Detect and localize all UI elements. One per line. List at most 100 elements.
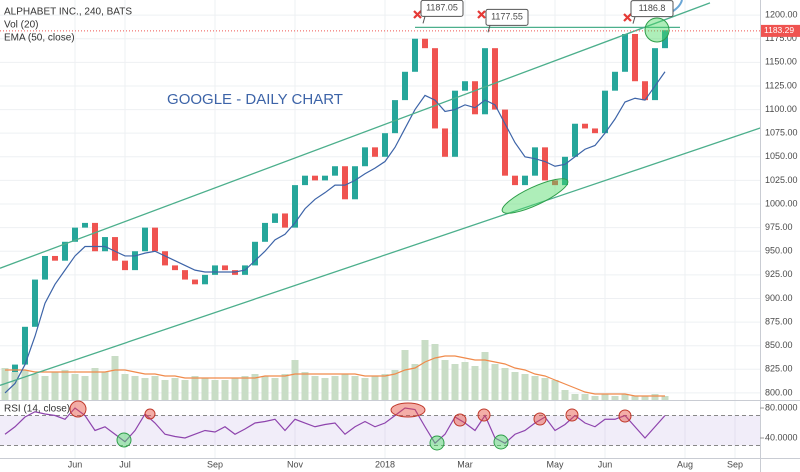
candle — [352, 166, 358, 200]
y-tick-label: 1050.00 — [765, 151, 798, 161]
volume-bar — [91, 368, 99, 400]
y-tick-label: 925.00 — [765, 269, 793, 279]
last-price-box — [761, 24, 800, 37]
volume-bar — [131, 376, 139, 400]
volume-bar — [421, 340, 429, 400]
candle — [342, 166, 348, 200]
candle — [422, 38, 428, 49]
x-marker — [413, 10, 422, 19]
trend-line — [0, 127, 760, 386]
series-line — [5, 355, 665, 397]
x-tick-label: Aug — [677, 459, 693, 469]
candle — [252, 241, 258, 266]
y-tick-label: 950.00 — [765, 246, 793, 256]
candle — [492, 48, 498, 110]
candle — [162, 251, 168, 266]
volume-bar — [561, 390, 569, 400]
x-tick-label: 2018 — [375, 459, 395, 469]
candle — [552, 180, 558, 186]
candle — [122, 260, 128, 271]
volume-bar — [181, 380, 189, 400]
volume-bar — [151, 376, 159, 400]
volume-bar — [591, 396, 599, 400]
annotation-text: GOOGLE - DAILY CHART — [167, 91, 343, 108]
volume-bar — [601, 394, 609, 400]
candle — [482, 48, 488, 115]
candle — [452, 90, 458, 157]
volume-bar — [371, 376, 379, 400]
candle — [562, 156, 568, 186]
candle — [302, 175, 308, 186]
candle — [392, 100, 398, 134]
series-line — [4, 407, 666, 445]
rsi-high — [144, 408, 156, 420]
y-tick-label: 800.00 — [765, 387, 793, 397]
candle — [532, 147, 538, 176]
candle — [202, 274, 208, 285]
callout-pointer — [422, 16, 426, 24]
candle — [212, 265, 218, 275]
candle — [192, 279, 198, 285]
y-tick-label: 850.00 — [765, 340, 793, 350]
candle — [372, 147, 378, 157]
candle — [592, 128, 598, 134]
candle — [652, 48, 658, 101]
candle — [462, 81, 468, 91]
candle — [612, 71, 618, 91]
candle — [512, 175, 518, 186]
volume-bar — [81, 376, 89, 400]
callout-box — [420, 0, 464, 17]
x-marker — [477, 10, 486, 19]
volume-bar — [491, 364, 499, 400]
volume-bar — [301, 372, 309, 400]
candle — [382, 133, 388, 157]
rsi-high — [533, 412, 547, 426]
rsi-low-highlights — [116, 432, 509, 451]
volume-bar — [111, 356, 119, 400]
candle — [412, 38, 418, 72]
volume-bar — [431, 344, 439, 400]
volume-bar — [201, 378, 209, 400]
y-tick-label: 975.00 — [765, 222, 793, 232]
candle — [182, 270, 188, 280]
volume-bar — [71, 374, 79, 400]
volume-bar — [581, 394, 589, 400]
x-marker — [623, 13, 632, 22]
candle — [522, 175, 528, 186]
volume-bar — [321, 378, 329, 400]
volume-bar — [551, 380, 559, 400]
candle — [72, 227, 78, 242]
candle — [632, 34, 638, 82]
volume-bar — [61, 370, 69, 400]
candle — [172, 265, 178, 271]
candle — [92, 222, 98, 252]
volume-bar — [521, 374, 529, 400]
x-tick-label: Mar — [457, 459, 473, 469]
volume-bar — [611, 396, 619, 400]
volume-bar — [101, 372, 109, 400]
y-tick-label: 1200.00 — [765, 9, 798, 19]
volume-bar — [171, 378, 179, 400]
volume-bar — [251, 374, 259, 400]
candle — [272, 213, 278, 223]
candle — [282, 213, 288, 228]
candle — [222, 265, 228, 271]
volume-bar — [651, 394, 659, 400]
support-highlight — [501, 178, 569, 214]
candle — [642, 81, 648, 101]
rsi-high-highlights — [69, 400, 632, 427]
callout-box — [630, 0, 674, 18]
volume-bar — [261, 376, 269, 400]
y-tick-label: 40.0000 — [765, 432, 798, 442]
candle — [332, 166, 338, 176]
candle — [582, 123, 588, 129]
volume-bar — [451, 364, 459, 400]
legend-entry: Vol (20) — [4, 20, 38, 31]
x-tick-label: Sep — [727, 459, 743, 469]
y-tick-label: 1075.00 — [765, 128, 798, 138]
volume-bar — [241, 376, 249, 400]
candle — [322, 175, 328, 181]
volume-bar — [211, 380, 219, 400]
